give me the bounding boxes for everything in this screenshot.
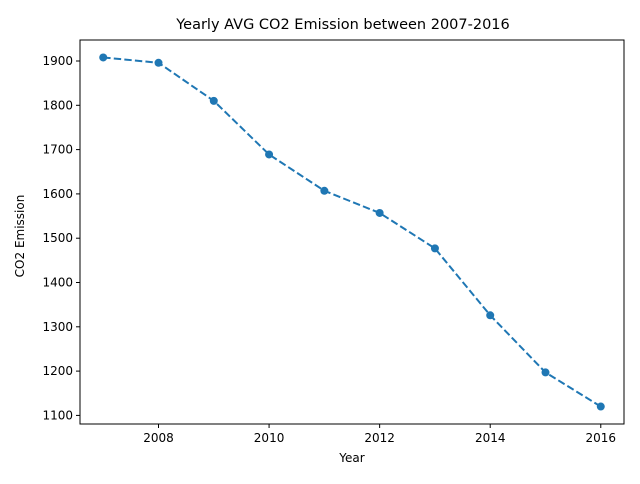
data-point xyxy=(265,150,274,159)
y-tick-label: 1400 xyxy=(42,276,73,290)
series-line xyxy=(103,56,602,408)
y-tick-label: 1900 xyxy=(42,54,73,68)
data-point xyxy=(541,368,550,377)
y-tick-label: 1200 xyxy=(42,364,73,378)
x-tick-label: 2008 xyxy=(143,431,174,445)
y-tick-label: 1800 xyxy=(42,98,73,112)
data-point xyxy=(486,311,495,320)
x-tick-label: 2012 xyxy=(364,431,395,445)
y-tick-label: 1300 xyxy=(42,320,73,334)
data-point xyxy=(320,186,329,195)
chart-title: Yearly AVG CO2 Emission between 2007-201… xyxy=(175,17,510,33)
x-tick-label: 2016 xyxy=(586,431,617,445)
data-point xyxy=(209,96,218,105)
data-point xyxy=(430,244,439,253)
y-tick-label: 1700 xyxy=(42,143,73,157)
plot-area xyxy=(99,53,605,411)
data-point xyxy=(99,53,108,62)
x-tick-label: 2014 xyxy=(475,431,506,445)
x-axis-label: Year xyxy=(338,451,364,465)
y-axis-label: CO2 Emission xyxy=(13,195,27,278)
y-tick-label: 1100 xyxy=(42,408,73,422)
y-tick-label: 1600 xyxy=(42,187,73,201)
data-point xyxy=(375,208,384,217)
axes-frame xyxy=(79,39,625,425)
data-point xyxy=(596,402,605,411)
axes: 2008 2010 2012 2014 2016 1100 1200 1300 1400 1500… xyxy=(42,39,625,445)
data-point xyxy=(154,58,163,67)
y-tick-label: 1500 xyxy=(42,231,73,245)
x-tick-label: 2010 xyxy=(254,431,285,445)
